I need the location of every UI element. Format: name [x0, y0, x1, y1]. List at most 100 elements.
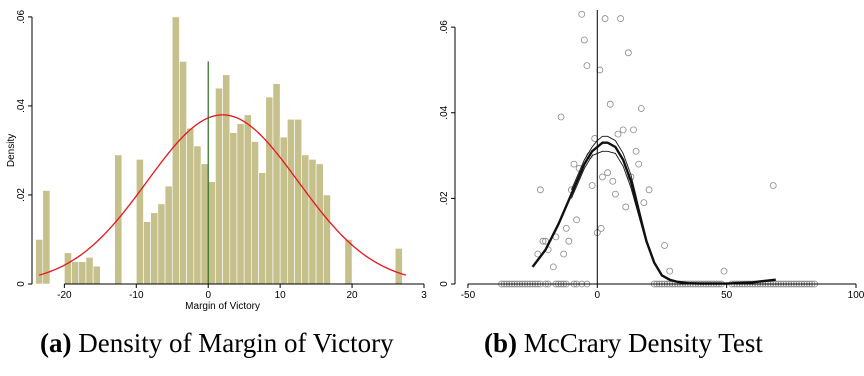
scatter-point	[573, 216, 580, 224]
y-tick-label: .04	[16, 99, 27, 113]
histogram-bar	[64, 252, 72, 285]
histogram-bar	[78, 261, 87, 285]
scatter-point	[580, 36, 588, 44]
scatter-point	[562, 224, 570, 232]
histogram-bar	[323, 194, 331, 285]
scatter-point	[606, 100, 614, 108]
scatter-point	[624, 49, 632, 57]
x-axis-label: Margin of Victory	[185, 301, 260, 312]
x-tick-label: -50	[461, 290, 476, 301]
histogram-bar	[71, 261, 80, 285]
normal-density-curve	[39, 114, 407, 276]
scatter-point	[565, 237, 573, 245]
confidence-band-lower	[571, 150, 647, 244]
histogram-bar	[272, 83, 281, 285]
scatter-point	[637, 105, 645, 112]
x-tick-label: 50	[721, 290, 733, 301]
scatter-point	[635, 160, 643, 168]
y-tick-label: 0	[439, 281, 450, 287]
x-tick-label: -20	[57, 290, 72, 301]
density-fit-line	[531, 141, 776, 285]
x-tick-label: 0	[205, 290, 211, 301]
y-ticks: 0 .02 .04 .06	[16, 10, 32, 287]
scatter-point	[597, 224, 605, 232]
histogram-bar	[236, 123, 245, 285]
scatter-point	[560, 250, 568, 258]
scatter-point	[578, 10, 586, 18]
histogram-bar	[308, 159, 317, 285]
histogram-bar	[222, 74, 231, 285]
histogram-bar	[258, 172, 267, 285]
caption-b-text: McCrary Density Test	[523, 328, 763, 358]
histogram-bar	[344, 239, 353, 285]
scatter-point	[604, 169, 612, 177]
histogram-bar	[193, 145, 202, 285]
confidence-band-upper	[571, 135, 647, 240]
scatter-point	[609, 177, 617, 185]
caption-a: (a) Density of Margin of Victory	[40, 328, 394, 359]
caption-a-text: Density of Margin of Victory	[78, 328, 394, 358]
scatter-point	[630, 126, 637, 134]
panel-b-chart: 0 .02 .04 .06 -50 0 50 100	[439, 10, 864, 301]
y-tick-label: .06	[16, 10, 27, 24]
histogram-bar	[35, 239, 44, 285]
histogram-bar	[215, 87, 223, 285]
x-tick-label: 10	[275, 290, 287, 301]
scatter-point	[539, 237, 547, 245]
y-tick-label: .06	[439, 20, 450, 34]
y-ticks: 0 .02 .04 .06	[439, 20, 455, 287]
caption-b-letter: (b)	[484, 328, 517, 358]
histogram-bar	[394, 248, 403, 285]
histogram-bar	[207, 181, 216, 285]
scatter-point	[614, 130, 622, 138]
histogram-bar	[179, 61, 187, 285]
scatter-point	[617, 15, 624, 22]
y-tick-label: .02	[16, 188, 27, 202]
scatter-point	[536, 186, 544, 194]
histogram-bar	[150, 212, 159, 285]
scatter-point	[570, 160, 578, 168]
scatter-point	[601, 15, 609, 22]
histogram-bar	[42, 190, 51, 285]
histogram-bars	[35, 16, 403, 285]
scatter-point	[612, 190, 619, 198]
caption-a-letter: (a)	[40, 328, 72, 358]
x-ticks: -50 0 50 100	[461, 284, 864, 301]
scatter-point	[645, 186, 653, 194]
scatter-point	[619, 126, 627, 134]
histogram-bar	[229, 132, 238, 285]
scatter-point	[588, 182, 596, 189]
histogram-bar	[251, 141, 259, 285]
y-axis-label: Density	[6, 134, 17, 167]
y-tick-label: .04	[439, 105, 450, 119]
x-tick-label: -10	[129, 290, 144, 301]
histogram-bar	[92, 265, 101, 285]
histogram-bar	[171, 16, 180, 285]
scatter-point	[622, 203, 630, 211]
y-tick-label: .02	[439, 191, 450, 205]
histogram-bar	[85, 256, 94, 285]
x-tick-label: 100	[848, 290, 864, 301]
x-tick-label: 0	[595, 290, 601, 301]
histogram-bar	[135, 159, 144, 285]
histogram-bar	[301, 154, 310, 285]
scatter-point	[632, 147, 640, 155]
scatter-point	[661, 242, 668, 249]
scatter-point	[640, 199, 648, 207]
scatter-point	[720, 267, 728, 275]
scatter-point	[534, 250, 542, 258]
panel-a-chart: 0 .02 .04 .06 -20 -10 0 10 20 3 Density Margin o…	[6, 10, 427, 312]
histogram-bar	[287, 118, 295, 285]
histogram-bar	[200, 163, 209, 285]
scatter-point	[666, 267, 674, 275]
scatter-point	[769, 182, 777, 189]
histogram-bar	[143, 221, 151, 285]
histogram-bar	[243, 114, 252, 285]
histogram-bar	[265, 96, 274, 285]
histogram-bar	[186, 127, 195, 285]
scatter-point	[549, 263, 557, 271]
histogram-bar	[157, 203, 166, 285]
histogram-bar	[315, 163, 324, 285]
scatter-point	[557, 113, 565, 121]
